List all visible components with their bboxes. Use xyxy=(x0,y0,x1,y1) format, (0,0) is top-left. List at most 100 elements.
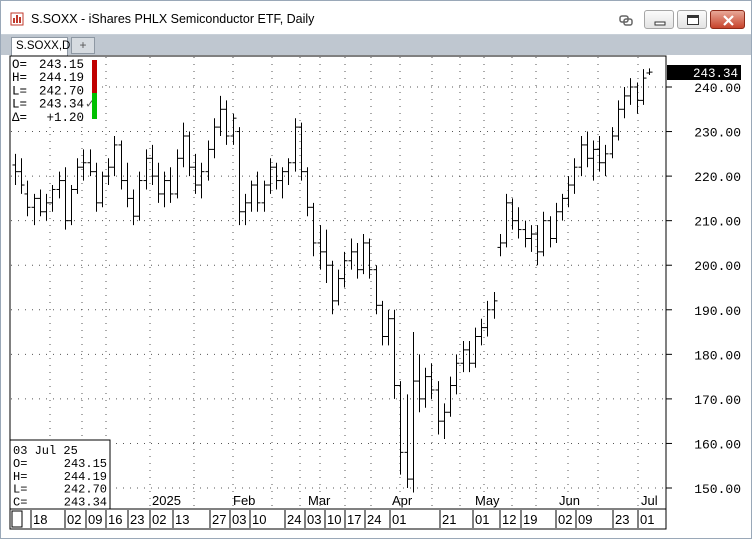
ohlc-bar xyxy=(242,193,249,226)
link-icon xyxy=(619,15,633,26)
ohlc-bar xyxy=(161,171,168,208)
time-tick-label: 19 xyxy=(523,512,537,527)
month-labels: 2025 Feb Mar Apr May Jun Jul xyxy=(152,493,658,508)
ohlc-bar xyxy=(285,158,292,186)
tab-chart-symbol[interactable]: S.SOXX,D xyxy=(11,37,70,56)
price-tick-label: 220.00 xyxy=(694,170,741,185)
add-tab-button[interactable]: + xyxy=(71,37,95,54)
price-tick-label: 150.00 xyxy=(694,482,741,497)
data-window-label: C= xyxy=(13,495,27,509)
data-window-value: 244.19 xyxy=(64,470,107,484)
ohlc-bar xyxy=(404,394,411,488)
ohlc-bar xyxy=(155,162,162,203)
ohlc-bar xyxy=(534,225,541,266)
ohlc-bar xyxy=(528,225,535,252)
time-tick-label: 23 xyxy=(615,512,629,527)
ohlc-bar xyxy=(118,140,125,190)
title-bar[interactable]: S.SOXX - iShares PHLX Semiconductor ETF,… xyxy=(1,1,751,34)
ohlc-bar xyxy=(547,216,554,248)
ohlc-bar xyxy=(24,180,31,217)
time-tick-label: 12 xyxy=(502,512,516,527)
ohlc-bar xyxy=(379,300,386,346)
month-label: Mar xyxy=(308,493,331,508)
maximize-button[interactable] xyxy=(677,10,707,29)
ohlc-bar xyxy=(615,100,622,141)
price-tick-label: 230.00 xyxy=(694,126,741,141)
ohlc-bar xyxy=(596,136,603,172)
last-price-tag xyxy=(667,65,741,80)
month-label: 2025 xyxy=(152,493,181,508)
month-label: Jul xyxy=(641,493,658,508)
ohlc-bar xyxy=(366,238,373,279)
quote-label: H= xyxy=(12,71,27,85)
ohlc-bar xyxy=(565,176,572,208)
ohlc-bar xyxy=(136,171,143,221)
ohlc-bar xyxy=(198,162,205,199)
time-axis[interactable] xyxy=(9,508,667,530)
ohlc-bar xyxy=(217,95,224,137)
time-tick-label: 16 xyxy=(108,512,122,527)
quote-value: 242.70 xyxy=(39,84,84,98)
ohlc-bar xyxy=(491,291,498,319)
checkmark-icon: ✓ xyxy=(85,97,95,111)
ohlc-bar xyxy=(609,127,616,159)
price-axis[interactable]: 240.00 230.00 220.00 210.00 200.00 190.00 180.… xyxy=(666,81,741,497)
quote-value: 243.15 xyxy=(39,58,84,72)
ohlc-bar xyxy=(627,78,634,105)
ohlc-bar xyxy=(105,158,112,186)
ohlc-bar xyxy=(261,180,268,212)
ohlc-bar xyxy=(428,363,435,399)
ohlc-bar xyxy=(360,234,367,275)
time-tick-label: 02 xyxy=(152,512,166,527)
ohlc-bar xyxy=(273,162,280,190)
ohlc-bar xyxy=(130,189,137,226)
ohlc-bar xyxy=(640,69,647,105)
ohlc-bar xyxy=(391,309,398,399)
price-tick-label: 170.00 xyxy=(694,393,741,408)
ohlc-bar xyxy=(99,171,106,208)
data-window-date: 03 Jul 25 xyxy=(13,444,78,458)
ohlc-bar xyxy=(31,193,38,226)
price-tick-label: 210.00 xyxy=(694,215,741,230)
ohlc-bar xyxy=(56,171,63,199)
close-icon xyxy=(723,15,734,26)
time-tick-label: 01 xyxy=(640,512,654,527)
scroll-handle[interactable] xyxy=(11,510,23,528)
ohlc-bar xyxy=(578,136,585,177)
ohlc-bar xyxy=(559,193,566,221)
time-tick-label: 03 xyxy=(232,512,246,527)
ohlc-bar xyxy=(317,225,324,270)
close-button[interactable] xyxy=(710,10,745,29)
ohlc-bar xyxy=(43,193,50,221)
ohlc-bar xyxy=(497,234,504,257)
month-label: Feb xyxy=(233,493,255,508)
ohlc-bar xyxy=(553,202,560,243)
time-tick-label: 24 xyxy=(287,512,301,527)
maximize-icon xyxy=(687,15,699,25)
up-indicator-bar xyxy=(92,93,97,119)
tab-bar: S.SOXX,D + xyxy=(1,34,751,56)
time-tick-label: 01 xyxy=(475,512,489,527)
ohlc-bar xyxy=(416,354,423,413)
time-tick-label: 02 xyxy=(558,512,572,527)
quote-label: Δ= xyxy=(12,111,27,125)
ohlc-bar xyxy=(18,158,25,194)
price-tick-label: 240.00 xyxy=(694,81,741,96)
minimize-icon xyxy=(654,21,666,26)
link-button[interactable] xyxy=(610,10,640,29)
ohlc-bar xyxy=(540,211,547,257)
ohlc-bar xyxy=(267,158,274,194)
ohlc-bar xyxy=(385,309,392,346)
ohlc-bar xyxy=(149,144,156,186)
price-tick-label: 180.00 xyxy=(694,348,741,363)
ohlc-bar xyxy=(590,140,597,181)
ohlc-bar xyxy=(478,318,485,346)
ohlc-bar xyxy=(49,185,56,212)
ohlc-bar xyxy=(447,376,454,417)
time-tick-label: 23 xyxy=(130,512,144,527)
window-title: S.SOXX - iShares PHLX Semiconductor ETF,… xyxy=(31,12,315,26)
minimize-button[interactable] xyxy=(644,10,674,29)
ohlc-bar xyxy=(484,300,491,337)
ohlc-bar xyxy=(584,131,591,168)
